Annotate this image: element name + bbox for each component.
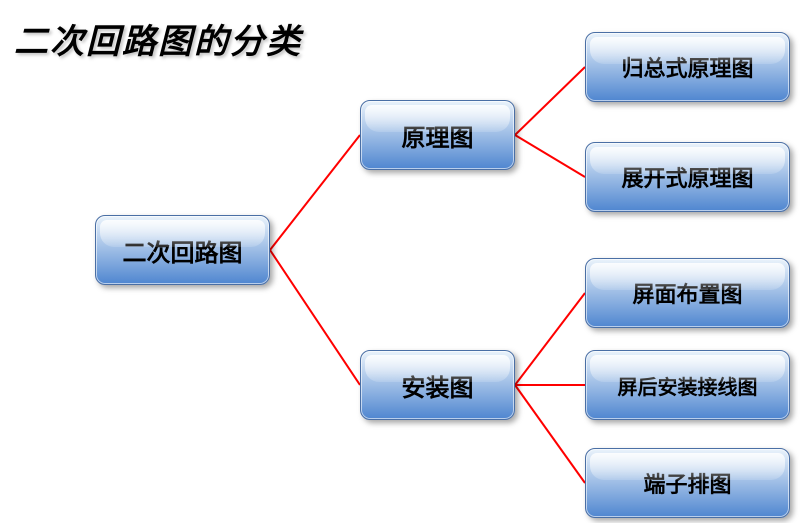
node-root: 二次回路图 [95,215,270,285]
node-yuanli: 原理图 [360,100,515,170]
node-l2: 展开式原理图 [585,142,790,212]
node-l4: 屏后安装接线图 [585,350,790,420]
page-title: 二次回路图的分类 [14,14,302,63]
node-l1: 归总式原理图 [585,32,790,102]
node-anzhuang: 安装图 [360,350,515,420]
node-l5: 端子排图 [585,448,790,518]
node-l3: 屏面布置图 [585,258,790,328]
